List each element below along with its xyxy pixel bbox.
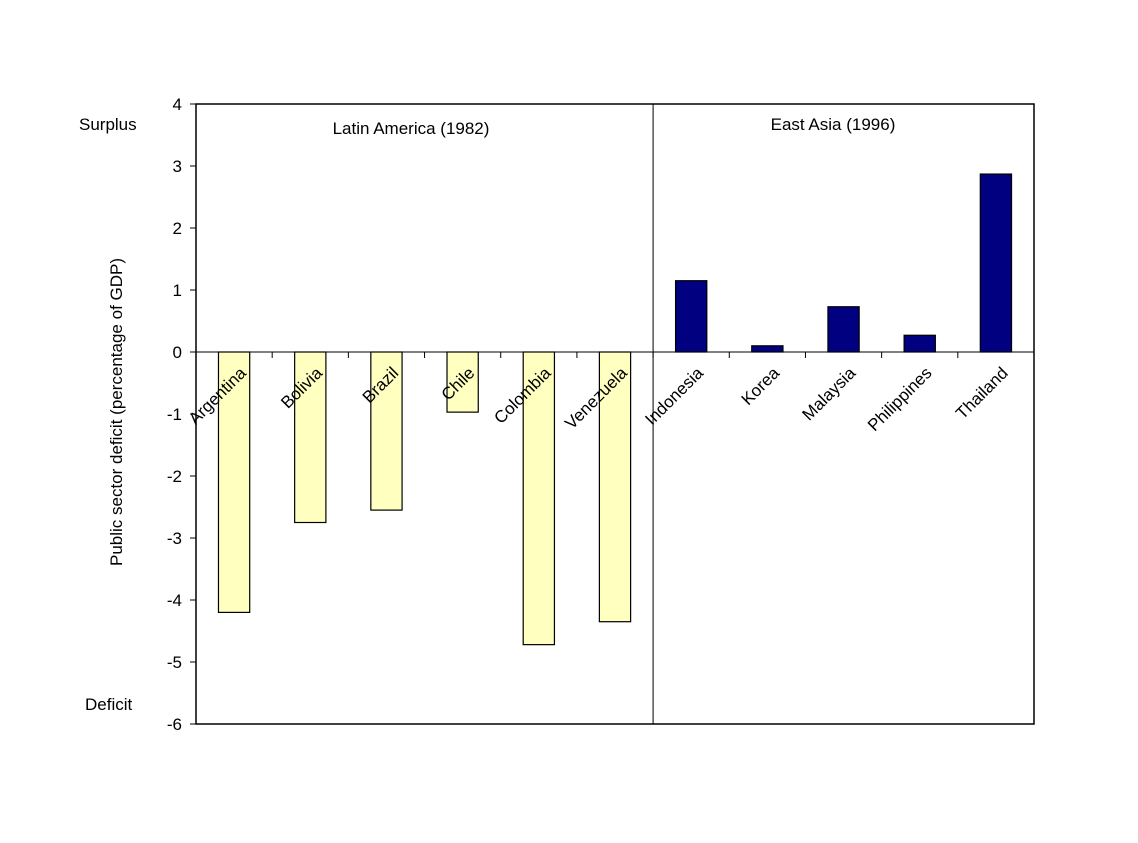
axis-layer: 4 3 2 1 0 -1 -2 -3 -4 -5 -6 [167,95,1035,734]
y-axis-label: Public sector deficit (percentage of GDP… [107,258,126,566]
bar-malaysia [827,306,860,353]
bar-thailand [979,173,1013,353]
bar-philippines [903,334,936,353]
deficit-annotation: Deficit [85,695,133,714]
y-tick-label: -2 [167,467,182,486]
bar-colombia [522,351,556,646]
bar-argentina [217,351,251,613]
x-tick-label-philippines: Philippines [864,363,936,435]
group-label-latin-america: Latin America (1982) [333,119,490,138]
y-tick-label: 1 [173,281,182,300]
x-tick-label-thailand: Thailand [952,363,1012,423]
y-tick-label: -1 [167,405,182,424]
bar-venezuela [598,351,632,623]
bar-korea [751,345,784,353]
y-tick-label: 4 [173,95,182,114]
y-tick-label: -3 [167,529,182,548]
y-tick-label: 3 [173,157,182,176]
y-tick-label: -6 [167,715,182,734]
surplus-annotation: Surplus [79,115,137,134]
x-tick-label-malaysia: Malaysia [798,363,859,424]
y-tick-label: -4 [167,591,182,610]
group-label-east-asia: East Asia (1996) [771,115,896,134]
bar-brazil [370,351,403,511]
y-tick-label: 0 [173,343,182,362]
bars-layer [217,173,1013,646]
bar-chile [446,351,479,413]
bar-indonesia [674,280,708,353]
bar-bolivia [294,351,327,524]
x-tick-label-indonesia: Indonesia [641,363,707,429]
y-tick-label: 2 [173,219,182,238]
y-tick-label: -5 [167,653,182,672]
x-tick-label-korea: Korea [738,363,784,409]
